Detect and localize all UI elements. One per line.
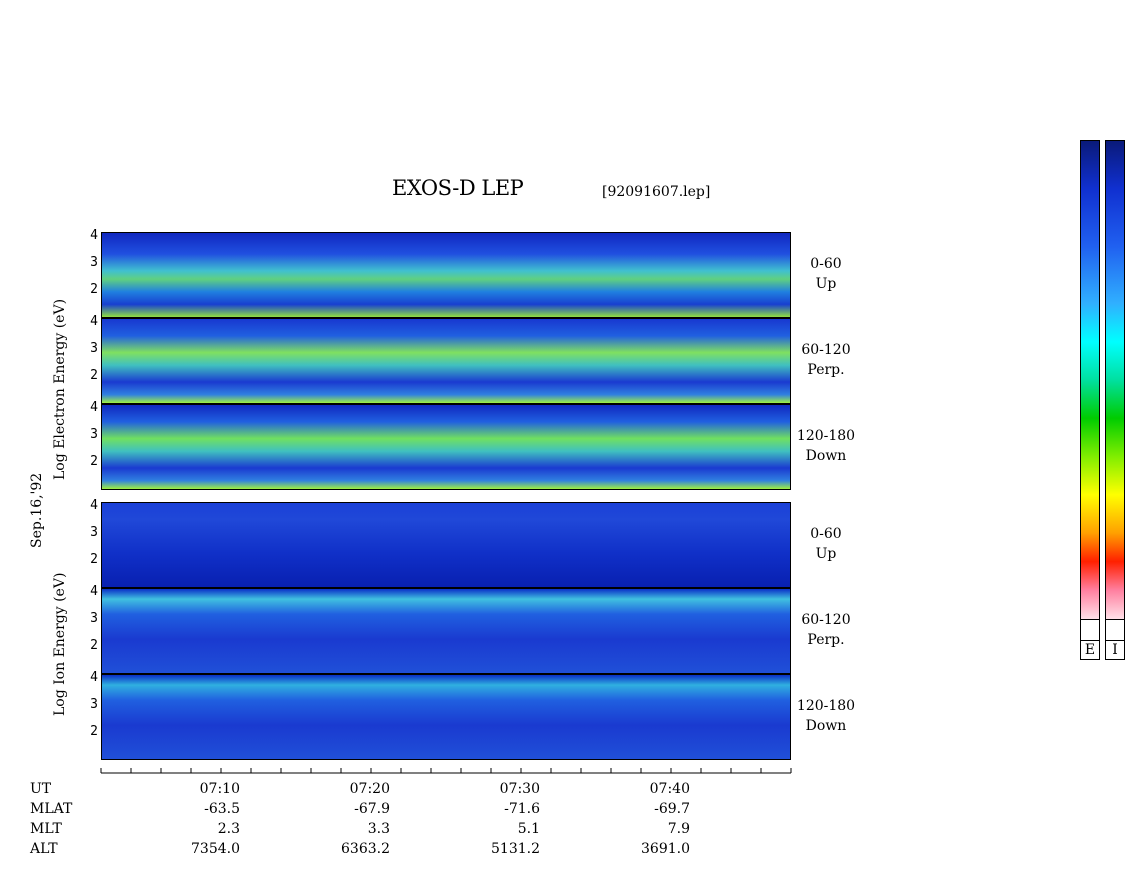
spectrogram-panel-6 (101, 674, 791, 760)
row-value: -71.6 (504, 801, 540, 817)
spectrogram-panel-1 (101, 232, 791, 318)
row-value: 5131.2 (491, 841, 540, 857)
y-tick-label: 4 (90, 670, 98, 685)
electron-ylabel: Log Electron Energy (eV) (52, 298, 68, 480)
y-tick-label: 4 (90, 498, 98, 513)
row-value: 7.9 (667, 821, 690, 837)
pitch-direction: Perp. (807, 632, 845, 648)
colorbar-electron-gap (1080, 620, 1100, 640)
y-tick-label: 4 (90, 400, 98, 415)
y-tick-label: 4 (90, 314, 98, 329)
pitch-range: 120-180 (796, 428, 856, 444)
pitch-angle-label: 0-60 Up (796, 524, 856, 564)
row-label-ut: UT (30, 781, 52, 797)
colorbar-ion-gap (1105, 620, 1125, 640)
y-tick-label: 3 (90, 341, 98, 356)
spectrogram-panel-3 (101, 404, 791, 490)
y-tick-label: 2 (90, 724, 98, 739)
pitch-direction: Down (805, 718, 847, 734)
spectrogram-panel-5 (101, 588, 791, 674)
pitch-range: 60-120 (801, 342, 851, 358)
row-label-mlat: MLAT (30, 801, 73, 817)
row-label-mlt: MLT (30, 821, 62, 837)
row-value: 5.1 (517, 821, 540, 837)
ion-ylabel: Log Ion Energy (eV) (52, 572, 68, 716)
y-tick-label: 2 (90, 454, 98, 469)
pitch-range: 60-120 (801, 612, 851, 628)
row-value: -63.5 (204, 801, 240, 817)
pitch-angle-label: 0-60 Up (796, 254, 856, 294)
row-value: 07:10 (199, 781, 240, 797)
pitch-angle-label: 60-120 Perp. (796, 610, 856, 650)
row-value: 3.3 (367, 821, 390, 837)
row-value: 7354.0 (191, 841, 240, 857)
file-name: [92091607.lep] (602, 184, 711, 200)
spectrogram-panel-2 (101, 318, 791, 404)
y-tick-label: 3 (90, 427, 98, 442)
y-tick-label: 3 (90, 255, 98, 270)
pitch-direction: Perp. (807, 362, 845, 378)
pitch-range: 0-60 (810, 526, 842, 542)
row-value: 6363.2 (341, 841, 390, 857)
pitch-direction: Down (805, 448, 847, 464)
row-value: -67.9 (354, 801, 390, 817)
pitch-range: 0-60 (810, 256, 842, 272)
y-tick-label: 2 (90, 638, 98, 653)
pitch-range: 120-180 (796, 698, 856, 714)
y-tick-label: 4 (90, 228, 98, 243)
pitch-angle-label: 120-180 Down (796, 696, 856, 736)
row-value: 3691.0 (641, 841, 690, 857)
colorbar-electron-label: E (1080, 640, 1100, 660)
y-tick-label: 2 (90, 282, 98, 297)
pitch-direction: Up (815, 276, 837, 292)
spectrogram-panel-4 (101, 502, 791, 588)
colorbar-ion (1105, 140, 1125, 620)
row-value: 2.3 (217, 821, 240, 837)
pitch-angle-label: 120-180 Down (796, 426, 856, 466)
y-tick-label: 3 (90, 525, 98, 540)
y-tick-label: 3 (90, 611, 98, 626)
y-tick-label: 2 (90, 552, 98, 567)
colorbar-electron (1080, 140, 1100, 620)
row-value: 07:30 (499, 781, 540, 797)
pitch-angle-label: 60-120 Perp. (796, 340, 856, 380)
row-label-alt: ALT (30, 841, 58, 857)
row-value: 07:20 (349, 781, 390, 797)
chart-title: EXOS-D LEP (392, 176, 524, 200)
colorbar-ion-label: I (1105, 640, 1125, 660)
y-tick-label: 2 (90, 368, 98, 383)
row-value: 07:40 (649, 781, 690, 797)
y-tick-label: 3 (90, 697, 98, 712)
pitch-direction: Up (815, 546, 837, 562)
y-tick-label: 4 (90, 584, 98, 599)
row-value: -69.7 (654, 801, 690, 817)
date-label: Sep.16,'92 (29, 472, 45, 548)
